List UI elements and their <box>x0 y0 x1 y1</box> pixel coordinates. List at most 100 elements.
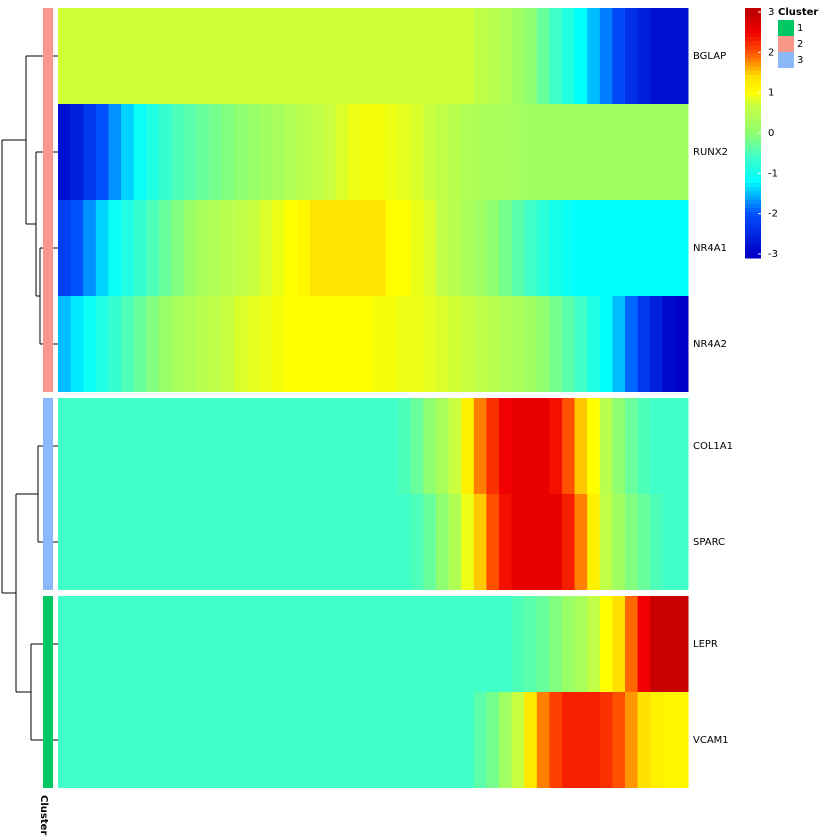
heatmap-cell <box>486 296 500 392</box>
heatmap-cell <box>549 494 563 590</box>
heatmap-cell <box>448 398 462 494</box>
heatmap-cell <box>511 296 525 392</box>
heatmap-cell <box>511 398 525 494</box>
heatmap-cell <box>133 296 147 392</box>
heatmap-cell <box>322 296 336 392</box>
row-label: SPARC <box>693 537 725 548</box>
heatmap-cell <box>259 296 273 392</box>
heatmap-cell <box>612 296 626 392</box>
heatmap-cell <box>486 104 500 200</box>
heatmap-cell <box>83 494 97 590</box>
heatmap-cell <box>473 296 487 392</box>
heatmap-cell <box>637 296 651 392</box>
annotation-cell <box>43 596 53 692</box>
heatmap-cell <box>171 296 185 392</box>
heatmap-cell <box>70 200 84 296</box>
colorbar-step <box>745 145 761 151</box>
heatmap-cell <box>461 692 475 788</box>
heatmap-cell <box>247 494 261 590</box>
heatmap-cell <box>83 8 97 104</box>
heatmap-cell <box>662 104 676 200</box>
heatmap-cell <box>146 596 160 692</box>
heatmap-cell <box>335 692 349 788</box>
heatmap-cell <box>612 692 626 788</box>
heatmap-cell <box>473 692 487 788</box>
heatmap-cell <box>436 104 450 200</box>
heatmap-cell <box>196 8 210 104</box>
heatmap-cell <box>121 494 135 590</box>
heatmap-cell <box>184 200 198 296</box>
heatmap-cell <box>373 296 387 392</box>
heatmap-cell <box>95 8 109 104</box>
heatmap-cell <box>385 296 399 392</box>
colorbar-step <box>745 62 761 67</box>
heatmap-cell <box>234 494 248 590</box>
heatmap-cell <box>171 104 185 200</box>
heatmap-cell <box>347 200 361 296</box>
heatmap-cell <box>196 398 210 494</box>
heatmap-cell <box>133 200 147 296</box>
heatmap-cell <box>385 596 399 692</box>
heatmap-cell <box>410 8 424 104</box>
heatmap-cell <box>675 8 689 104</box>
heatmap-cell <box>524 104 538 200</box>
colorbar-step <box>745 203 761 209</box>
heatmap-cell <box>360 8 374 104</box>
heatmap-cell <box>675 692 689 788</box>
colorbar-step <box>745 49 761 55</box>
heatmap-cell <box>234 398 248 494</box>
heatmap-cell <box>650 596 664 692</box>
heatmap-cell <box>499 596 513 692</box>
colorbar-step <box>745 116 761 121</box>
heatmap-cell <box>461 596 475 692</box>
row-label: NR4A1 <box>693 243 727 254</box>
heatmap-cell <box>398 692 412 788</box>
heatmap-cell <box>436 692 450 788</box>
annotation-cell <box>43 8 53 104</box>
heatmap-cell <box>58 8 72 104</box>
heatmap-cell <box>461 8 475 104</box>
heatmap-cell <box>625 596 639 692</box>
heatmap-cell <box>536 296 550 392</box>
heatmap-cell <box>184 296 198 392</box>
heatmap-cell <box>284 692 298 788</box>
heatmap-cell <box>423 398 437 494</box>
heatmap-cell <box>499 104 513 200</box>
heatmap-cell <box>58 692 72 788</box>
heatmap-cell <box>284 296 298 392</box>
heatmap-cell <box>184 494 198 590</box>
heatmap-cell <box>461 398 475 494</box>
heatmap-cell <box>234 104 248 200</box>
heatmap-cell <box>675 596 689 692</box>
heatmap-cell <box>612 104 626 200</box>
heatmap-cell <box>410 200 424 296</box>
colorbar-step <box>745 249 761 255</box>
heatmap-cell <box>612 596 626 692</box>
heatmap-cell <box>95 104 109 200</box>
heatmap-cell <box>158 596 172 692</box>
heatmap-cell <box>625 296 639 392</box>
heatmap-cell <box>310 8 324 104</box>
heatmap-cell <box>398 8 412 104</box>
heatmap-cell <box>473 104 487 200</box>
colorbar-step <box>745 24 761 30</box>
colorbar-step <box>745 228 761 234</box>
heatmap-cell <box>108 104 122 200</box>
heatmap-cell <box>83 596 97 692</box>
heatmap-cell <box>448 104 462 200</box>
heatmap-cell <box>347 8 361 104</box>
heatmap-cell <box>486 494 500 590</box>
heatmap-cell <box>158 104 172 200</box>
heatmap-cell <box>310 104 324 200</box>
heatmap-cell <box>221 200 235 296</box>
colorbar-step <box>745 74 761 80</box>
heatmap-cell <box>587 398 601 494</box>
heatmap-cell <box>121 398 135 494</box>
heatmap-cell <box>360 398 374 494</box>
colorbar-step <box>745 83 761 88</box>
legend-title: Cluster <box>778 7 818 18</box>
colorbar-step <box>745 45 761 51</box>
colorbar-step <box>745 178 761 184</box>
heatmap-cell <box>423 494 437 590</box>
heatmap-cell <box>247 596 261 692</box>
